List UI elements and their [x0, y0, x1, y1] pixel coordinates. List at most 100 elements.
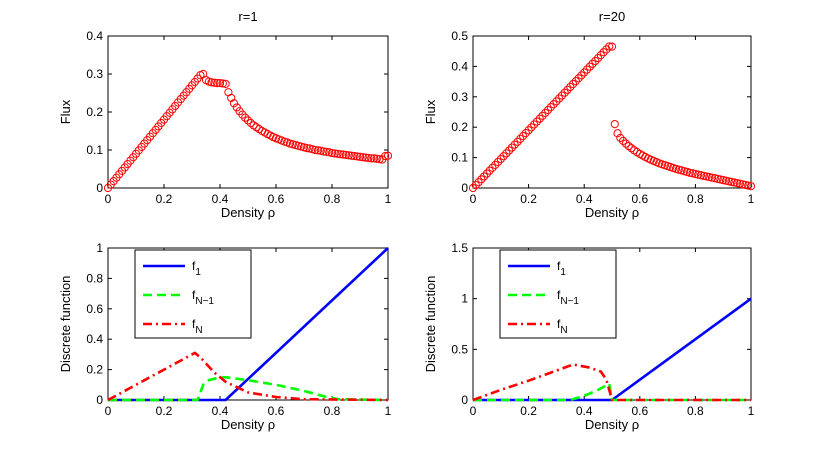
x-tick-label: 0.4	[576, 192, 593, 206]
flux-point	[596, 51, 605, 60]
x-tick-label: 0	[105, 404, 112, 418]
flux-point	[350, 151, 359, 161]
flux-point	[746, 182, 756, 191]
y-tick-label: 0.3	[451, 90, 468, 104]
legend-label-base: f	[192, 259, 196, 273]
flux-point	[496, 155, 505, 164]
chart-panel-1: 0 0.2 0.4 0.6 0.8 1 0 0.1 0.2 0.3 0.4 r=1 Density ρ F…	[58, 9, 393, 220]
flux-point	[527, 123, 536, 132]
y-tick-label: 0.6	[86, 302, 103, 316]
flux-point	[238, 110, 247, 119]
flux-point	[336, 150, 345, 159]
flux-point	[477, 175, 486, 184]
flux-point	[488, 163, 497, 172]
series-line-3	[472, 363, 751, 402]
flux-point	[381, 151, 390, 161]
flux-point	[364, 153, 373, 163]
flux-point	[215, 79, 225, 88]
x-axis-label: Density ρ	[585, 205, 639, 220]
flux-point	[505, 146, 514, 155]
flux-point	[213, 79, 222, 88]
flux-point	[311, 145, 320, 155]
legend-label-base: f	[557, 317, 561, 331]
x-tick-label: 1	[748, 192, 755, 206]
y-axis-label: Flux	[58, 99, 73, 124]
plot-area	[107, 35, 389, 189]
flux-point	[353, 152, 362, 161]
y-tick-label: 1	[461, 292, 468, 306]
flux-point	[610, 120, 619, 129]
chart-title: r=1	[238, 9, 257, 24]
x-tick-label: 0	[470, 404, 477, 418]
flux-point	[383, 151, 393, 160]
y-tick-label: 0.4	[451, 59, 468, 73]
flux-point	[507, 143, 517, 152]
y-tick-label: 0	[461, 181, 468, 195]
flux-point	[518, 131, 528, 141]
flux-point	[221, 79, 230, 88]
x-tick-label: 0.6	[268, 192, 285, 206]
x-tick-label: 1	[748, 404, 755, 418]
flux-point	[546, 103, 555, 112]
legend-label-2: fN−1	[557, 288, 579, 307]
legend-box	[499, 249, 617, 339]
flux-point	[367, 154, 376, 163]
flux-point	[535, 114, 544, 123]
flux-point	[619, 136, 628, 145]
legend-label-1: f1	[192, 259, 201, 278]
flux-point	[560, 88, 569, 97]
y-tick-label: 0.2	[86, 105, 103, 119]
plot-marks	[103, 69, 393, 193]
legend-label-base: f	[192, 288, 196, 302]
x-tick-label: 0.2	[156, 404, 173, 418]
flux-point	[319, 147, 328, 156]
flux-point	[485, 166, 494, 175]
x-tick-label: 0.2	[520, 192, 537, 206]
y-tick-label: 0.2	[86, 363, 103, 377]
y-tick-label: 1.5	[451, 241, 468, 255]
flux-point	[302, 144, 311, 153]
flux-point	[372, 154, 381, 163]
flux-point	[516, 134, 525, 144]
flux-point	[577, 71, 586, 80]
legend-label-base: f	[557, 288, 561, 302]
flux-point	[594, 53, 603, 63]
y-tick-label: 0	[461, 393, 468, 407]
flux-point	[524, 126, 533, 135]
y-tick-label: 0	[96, 393, 103, 407]
flux-point	[580, 68, 589, 77]
flux-point	[530, 120, 539, 129]
x-tick-label: 1	[385, 192, 392, 206]
flux-point	[557, 91, 567, 100]
legend-label-subscript: 1	[195, 267, 201, 278]
x-tick-label: 0.4	[212, 192, 229, 206]
x-tick-label: 0.8	[687, 192, 704, 206]
y-axis-label: Flux	[423, 99, 438, 124]
y-tick-label: 0.4	[86, 29, 103, 43]
flux-point	[322, 147, 331, 156]
flux-point	[627, 144, 636, 153]
x-tick-label: 0	[105, 192, 112, 206]
chart-panel-4: 0 0.2 0.4 0.6 0.8 1 0 0.5 1 1.5 Density ρ Discrete …	[423, 241, 755, 432]
y-tick-label: 0.1	[86, 143, 103, 157]
chart-panel-2: 0 0.2 0.4 0.6 0.8 1 0 0.1 0.2 0.3 0.4 0.5 r=20 Densit…	[423, 9, 756, 220]
flux-point	[513, 137, 522, 146]
y-tick-label: 0.4	[86, 332, 103, 346]
plot-marks	[472, 297, 752, 402]
flux-point	[210, 78, 219, 87]
flux-point	[347, 151, 356, 160]
flux-point	[532, 117, 542, 126]
series-line-3	[107, 351, 389, 402]
y-tick-label: 0.5	[451, 342, 468, 356]
flux-point	[344, 151, 353, 160]
x-tick-label: 0.8	[324, 192, 341, 206]
flux-point	[246, 118, 255, 128]
flux-point	[341, 150, 351, 160]
chart-panel-3: 0 0.2 0.4 0.6 0.8 1 0 0.2 0.4 0.6 0.8 1 Density ρ Dis…	[58, 241, 392, 432]
legend-box	[134, 249, 252, 339]
y-tick-label: 1	[96, 241, 103, 255]
series-line-2	[108, 375, 389, 402]
x-tick-label: 0.6	[631, 192, 648, 206]
